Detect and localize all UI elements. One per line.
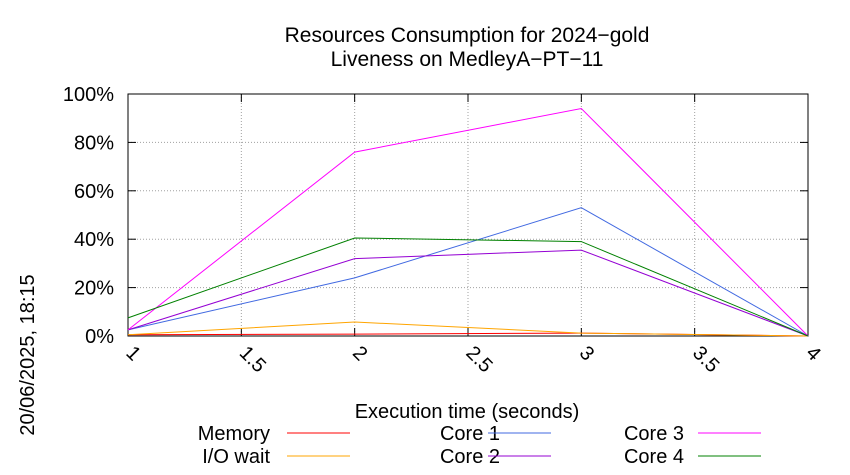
- x-axis-label: Execution time (seconds): [355, 401, 580, 423]
- series-line-core-3: [127, 107, 809, 337]
- x-tick-label: 4: [801, 342, 824, 365]
- legend-label-core-4: Core 4: [624, 446, 684, 468]
- chart-subtitle: Liveness on MedleyA−PT−11: [331, 48, 604, 71]
- y-tick-label: 0%: [85, 326, 114, 348]
- chart-title: Resources Consumption for 2024−gold: [285, 24, 650, 47]
- legend-label-memory: Memory: [198, 423, 270, 445]
- y-tick-label: 80%: [74, 132, 114, 154]
- y-axis: 0% 20% 40% 60% 80% 100%: [63, 84, 808, 348]
- series-lines: [127, 107, 809, 337]
- legend-label-core-2: Core 2: [440, 446, 500, 468]
- x-tick-label: 2.5: [461, 342, 496, 377]
- grid: [128, 94, 808, 336]
- y-tick-label: 20%: [74, 278, 114, 300]
- x-tick-label: 3: [575, 342, 598, 365]
- y-tick-label: 40%: [74, 229, 114, 251]
- legend-label-core-1: Core 1: [440, 423, 500, 445]
- legend-label-i-o-wait: I/O wait: [202, 446, 270, 468]
- y-tick-label: 60%: [74, 181, 114, 203]
- timestamp-label: 20/06/2025, 18:15: [17, 274, 39, 435]
- y-tick-label: 100%: [63, 84, 114, 106]
- x-tick-label: 1.5: [235, 342, 270, 377]
- series-line-core-2: [127, 249, 809, 337]
- series-line-i-o-wait: [127, 321, 809, 337]
- x-tick-label: 2: [348, 342, 371, 365]
- legend-label-core-3: Core 3: [624, 423, 684, 445]
- x-tick-label: 1: [121, 342, 144, 365]
- series-line-core-4: [127, 237, 809, 337]
- x-tick-label: 3.5: [688, 342, 723, 377]
- series-line-core-1: [127, 207, 809, 337]
